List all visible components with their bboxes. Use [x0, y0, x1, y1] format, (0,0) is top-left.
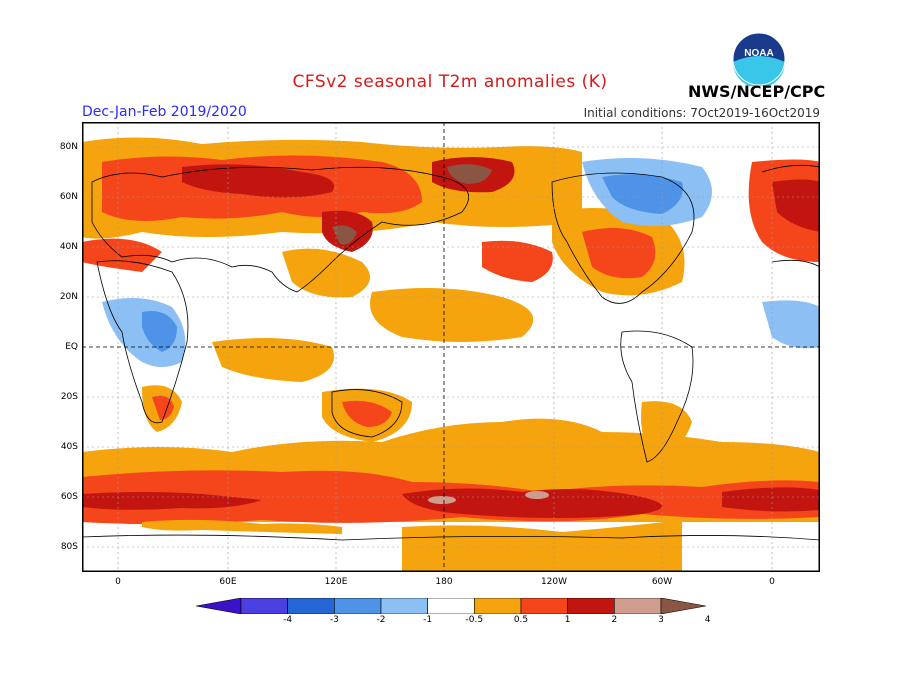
chart-title: CFSv2 seasonal T2m anomalies (K): [292, 72, 608, 92]
map-frame: [82, 122, 820, 572]
anomaly-region: [152, 395, 174, 420]
anomaly-map: [82, 122, 820, 572]
anomaly-region: [482, 240, 553, 282]
colorbar-label: -2: [376, 615, 386, 625]
colorbar-label: -1: [423, 615, 433, 625]
colorbar-swatch: [240, 598, 288, 614]
colorbar-swatch: [614, 598, 662, 614]
lat-label: 80S: [60, 542, 78, 552]
lon-label: 60E: [219, 577, 237, 587]
colorbar-swatch: [287, 598, 335, 614]
colorbar-swatch: [474, 598, 522, 614]
colorbar-label: 0.5: [513, 615, 529, 625]
colorbar-label: 3: [658, 615, 664, 625]
anomaly-region: [428, 496, 456, 504]
anomaly-region: [772, 179, 820, 232]
anomaly-region: [722, 487, 820, 512]
coastlines: [82, 164, 820, 541]
colorbar-label: 4: [704, 615, 711, 625]
colorbar-label: -3: [329, 615, 339, 625]
colorbar-swatch: [380, 598, 428, 614]
noaa-logo: NOAA: [732, 32, 786, 86]
lat-label: 20S: [60, 392, 78, 402]
colorbar-label: -4: [283, 615, 293, 625]
anomaly-region: [82, 492, 262, 510]
anomaly-region: [525, 491, 549, 499]
anomaly-region: [582, 228, 656, 279]
lat-label: 60N: [59, 192, 78, 202]
colorbar-label: 2: [611, 615, 618, 625]
lon-label: 60W: [651, 577, 673, 587]
colorbar-swatch: [660, 598, 706, 614]
anomaly-region: [142, 311, 177, 352]
colorbar-swatch: [427, 598, 475, 614]
agency-label: NWS/NCEP/CPC: [688, 82, 826, 101]
anomaly-region: [212, 338, 334, 382]
logo-text: NOAA: [744, 48, 773, 59]
lat-label: 20N: [59, 292, 78, 302]
anomaly-region: [282, 248, 370, 298]
anomaly-region: [602, 174, 683, 214]
lon-label: 120E: [324, 577, 348, 587]
lon-label: 180: [435, 577, 453, 587]
anomaly-region: [182, 164, 334, 198]
grid-lines: [82, 122, 820, 572]
anomaly-region: [762, 300, 820, 349]
lon-label: 120W: [540, 577, 568, 587]
anomaly-region: [641, 401, 692, 457]
anomaly-region: [402, 520, 682, 572]
lon-label: 0: [769, 577, 775, 587]
lat-label: 40N: [59, 242, 78, 252]
lat-label: EQ: [65, 342, 78, 352]
colorbar-swatch: [567, 598, 615, 614]
lat-label: 40S: [60, 442, 78, 452]
anomaly-region: [142, 519, 342, 534]
colorbar-swatch: [196, 598, 242, 614]
colorbar-swatch: [334, 598, 382, 614]
season-label: Dec-Jan-Feb 2019/2020: [82, 104, 247, 120]
colorbar-swatch: [520, 598, 568, 614]
anomaly-region: [370, 288, 534, 342]
anomaly-region: [332, 225, 357, 245]
colorbar-label: -0.5: [465, 615, 484, 625]
lat-label: 60S: [60, 492, 78, 502]
colorbar: [196, 598, 706, 614]
anomaly-region: [342, 400, 392, 427]
colorbar-label: 1: [564, 615, 571, 625]
initial-conditions-label: Initial conditions: 7Oct2019-16Oct2019: [583, 106, 820, 120]
anomaly-region: [447, 164, 492, 184]
lat-label: 80N: [59, 142, 78, 152]
lon-label: 0: [115, 577, 121, 587]
anomaly-region: [402, 488, 662, 518]
